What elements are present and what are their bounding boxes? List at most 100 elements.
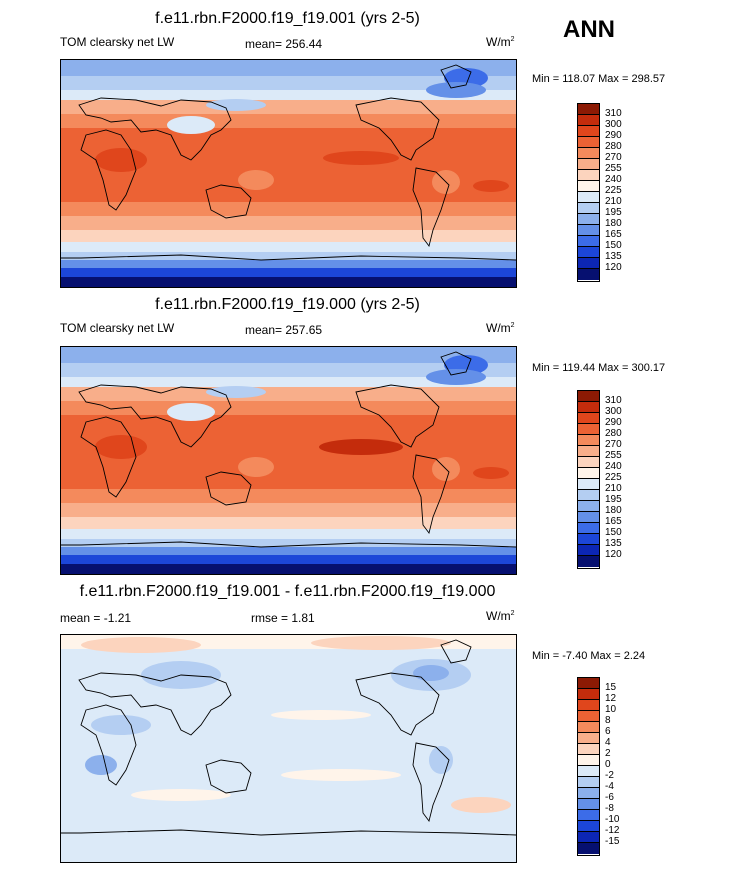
panel1-colorbar-tick: 195	[605, 207, 622, 218]
panel2-variable-label: TOM clearsky net LW	[60, 321, 175, 335]
panel1-colorbar-tick: 290	[605, 130, 622, 141]
panel1-colorbar-swatch	[578, 159, 599, 170]
panel2-colorbar-swatch	[578, 468, 599, 479]
panel1-colorbar-swatch	[578, 104, 599, 115]
panel1-colorbar-tick: 270	[605, 152, 622, 163]
panel3-colorbar-swatch	[578, 722, 599, 733]
panel1-colorbar-tick: 135	[605, 251, 622, 262]
panel2-colorbar-swatch	[578, 402, 599, 413]
panel3-colorbar-swatch	[578, 678, 599, 689]
panel2-colorbar-swatch	[578, 545, 599, 556]
panel2-colorbar-swatch	[578, 446, 599, 457]
panel2-minmax: Min = 119.44 Max = 300.17	[532, 362, 666, 374]
panel2-colorbar-tick: 255	[605, 450, 622, 461]
panel3-colorbar-swatch	[578, 711, 599, 722]
panel1-colorbar-tick: 240	[605, 174, 622, 185]
panel3-colorbar-swatch	[578, 733, 599, 744]
panel2-colorbar-swatch	[578, 435, 599, 446]
panel3-colorbar-tick: -12	[605, 825, 620, 836]
panel1-colorbar-swatch	[578, 225, 599, 236]
panel3-minmax: Min = -7.40 Max = 2.24	[532, 650, 646, 662]
panel3-colorbar-swatch	[578, 689, 599, 700]
panel1-colorbar-swatch	[578, 115, 599, 126]
panel2-colorbar-swatch	[578, 534, 599, 545]
panel1-colorbar-swatch	[578, 148, 599, 159]
panel1-map	[60, 59, 517, 288]
panel2-map	[60, 346, 517, 575]
panel3-colorbar-tick: -6	[605, 792, 614, 803]
panel2-colorbar-tick: 210	[605, 483, 622, 494]
panel1-colorbar-tick: 255	[605, 163, 622, 174]
panel3-colorbar-swatch	[578, 755, 599, 766]
panel1-colorbar	[577, 103, 600, 282]
panel3-colorbar-swatch	[578, 700, 599, 711]
panel1-units: W/m2	[486, 35, 515, 49]
panel3-colorbar-tick: 2	[605, 748, 611, 759]
panel2-title: f.e11.rbn.F2000.f19_f19.000 (yrs 2-5)	[155, 296, 420, 313]
panel3-colorbar-swatch	[578, 832, 599, 843]
panel1-colorbar-tick: 210	[605, 196, 622, 207]
panel2-colorbar-tick: 270	[605, 439, 622, 450]
panel1-colorbar-tick: 150	[605, 240, 622, 251]
panel1-colorbar-tick: 225	[605, 185, 622, 196]
panel3-colorbar-tick: -15	[605, 836, 620, 847]
panel1-minmax: Min = 118.07 Max = 298.57	[532, 73, 666, 85]
panel1-colorbar-tick: 300	[605, 119, 622, 130]
panel3-map	[60, 634, 517, 863]
panel2-colorbar-tick: 150	[605, 527, 622, 538]
panel2-colorbar-tick: 120	[605, 549, 622, 560]
panel3-map-svg	[61, 635, 516, 862]
panel3-colorbar-tick: 6	[605, 726, 611, 737]
panel3-colorbar-swatch	[578, 777, 599, 788]
panel1-colorbar-tick: 310	[605, 108, 622, 119]
panel3-colorbar-tick: -2	[605, 770, 614, 781]
panel2-colorbar	[577, 390, 600, 569]
panel2-mean-label: mean= 257.65	[245, 323, 323, 337]
panel1-colorbar-swatch	[578, 269, 599, 280]
panel3-rmse-label: rmse = 1.81	[251, 611, 315, 625]
panel3-colorbar-tick: 10	[605, 704, 617, 715]
panel3-colorbar-tick: 4	[605, 737, 611, 748]
panel3-colorbar-tick: 12	[605, 693, 617, 704]
panel3-colorbar-tick: -10	[605, 814, 620, 825]
season-label: ANN	[563, 16, 615, 43]
panel1-colorbar-swatch	[578, 236, 599, 247]
panel2-colorbar-tick: 290	[605, 417, 622, 428]
panel1-colorbar-tick: 165	[605, 229, 622, 240]
panel1-colorbar-tick: 120	[605, 262, 622, 273]
panel2-colorbar-swatch	[578, 457, 599, 468]
panel3-mean-label: mean = -1.21	[60, 611, 132, 625]
panel2-colorbar-tick: 240	[605, 461, 622, 472]
panel3-colorbar-tick: 15	[605, 682, 617, 693]
panel3-colorbar-tick: 0	[605, 759, 611, 770]
panel3-colorbar-swatch	[578, 810, 599, 821]
panel3-colorbar-tick: 8	[605, 715, 611, 726]
panel3-colorbar-swatch	[578, 821, 599, 832]
panel1-colorbar-swatch	[578, 126, 599, 137]
panel1-colorbar-swatch	[578, 170, 599, 181]
panel2-colorbar-swatch	[578, 424, 599, 435]
panel1-colorbar-tick: 180	[605, 218, 622, 229]
panel2-colorbar-swatch	[578, 413, 599, 424]
panel3-colorbar-swatch	[578, 788, 599, 799]
panel3-title: f.e11.rbn.F2000.f19_f19.001 - f.e11.rbn.…	[79, 583, 496, 600]
panel3-colorbar-tick: -4	[605, 781, 614, 792]
panel2-colorbar-tick: 225	[605, 472, 622, 483]
panel3-colorbar-tick: -8	[605, 803, 614, 814]
panel2-colorbar-tick: 300	[605, 406, 622, 417]
panel2-colorbar-tick: 195	[605, 494, 622, 505]
panel3-colorbar-swatch	[578, 843, 599, 854]
panel2-units: W/m2	[486, 321, 515, 335]
panel3-colorbar-swatch	[578, 744, 599, 755]
panel1-variable-label: TOM clearsky net LW	[60, 35, 175, 49]
panel2-colorbar-tick: 280	[605, 428, 622, 439]
panel2-colorbar-swatch	[578, 523, 599, 534]
panel3-units: W/m2	[486, 609, 515, 623]
panel1-colorbar-swatch	[578, 214, 599, 225]
panel1-colorbar-swatch	[578, 137, 599, 148]
panel1-title: f.e11.rbn.F2000.f19_f19.001 (yrs 2-5)	[155, 10, 420, 27]
panel2-map-svg	[61, 347, 516, 574]
panel1-map-svg	[61, 60, 516, 287]
panel2-colorbar-swatch	[578, 479, 599, 490]
panel1-colorbar-swatch	[578, 181, 599, 192]
